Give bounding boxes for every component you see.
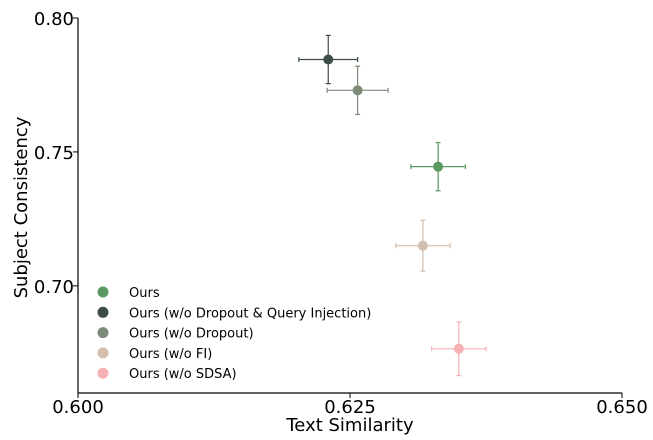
legend-marker xyxy=(97,347,109,359)
data-point-group xyxy=(326,65,389,116)
data-point xyxy=(417,240,428,251)
x-axis-label: Text Similarity xyxy=(285,415,414,436)
data-point xyxy=(433,161,444,172)
legend-item: Ours (w/o FI) xyxy=(97,347,212,362)
legend-marker xyxy=(97,286,109,298)
data-point xyxy=(323,54,334,65)
legend-marker xyxy=(97,306,109,318)
legend-label: Ours xyxy=(129,286,160,301)
legend-item: Ours (w/o Dropout) xyxy=(97,327,254,342)
legend-marker xyxy=(97,367,109,379)
data-point-group xyxy=(395,219,451,272)
legend-label: Ours (w/o Dropout & Query Injection) xyxy=(129,306,371,321)
legend-item: Ours (w/o SDSA) xyxy=(97,367,237,382)
data-point-group xyxy=(410,141,466,192)
y-tick-label: 0.75 xyxy=(34,143,74,164)
legend-marker xyxy=(97,327,109,339)
axes: 0.600 0.625 0.650 0.70 0.75 0.80 Text Similari… xyxy=(11,9,648,436)
y-tick-label: 0.70 xyxy=(34,277,74,298)
legend: Ours Ours (w/o Dropout & Query Injection)… xyxy=(97,286,371,382)
data-point xyxy=(453,343,464,354)
data-point xyxy=(352,85,363,96)
legend-item: Ours (w/o Dropout & Query Injection) xyxy=(97,306,371,321)
x-tick-label: 0.625 xyxy=(324,397,376,418)
x-tick-label: 0.600 xyxy=(52,397,104,418)
y-axis-label: Subject Consistency xyxy=(11,116,32,298)
y-tick-label: 0.80 xyxy=(34,9,74,30)
x-tick-label: 0.650 xyxy=(596,397,648,418)
legend-label: Ours (w/o SDSA) xyxy=(129,367,237,382)
legend-item: Ours xyxy=(97,286,160,301)
data-point-group xyxy=(431,321,487,377)
legend-label: Ours (w/o Dropout) xyxy=(129,327,254,342)
data-marks xyxy=(298,34,487,377)
data-point-group xyxy=(298,34,359,85)
legend-label: Ours (w/o FI) xyxy=(129,347,212,362)
